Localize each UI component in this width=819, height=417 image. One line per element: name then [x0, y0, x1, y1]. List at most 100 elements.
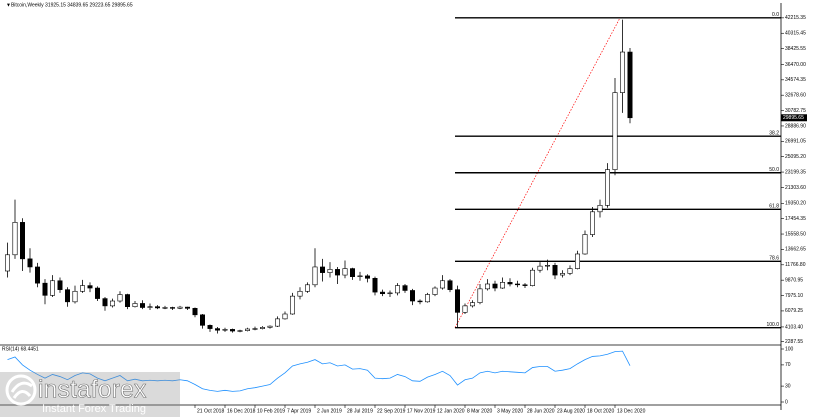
x-tick-label: 28 Jul 2019 [347, 408, 373, 414]
y-tick-label: 38425.55 [785, 46, 806, 52]
candle-body [237, 330, 243, 332]
y-tick-label: 40315.45 [785, 31, 806, 37]
candle-body [65, 289, 71, 303]
candle-body [192, 308, 198, 316]
current-price-label: 29895.65 [783, 115, 804, 121]
y-tick-label: 19350.20 [785, 201, 806, 207]
candle-body [95, 287, 101, 299]
watermark: instaforex Instant Forex Trading [0, 372, 180, 417]
watermark-tagline: Instant Forex Trading [42, 403, 146, 415]
candle-body [185, 306, 191, 309]
candle-body [259, 327, 265, 329]
candle-body [132, 303, 138, 307]
candle-body [334, 269, 340, 276]
candle-body [574, 253, 580, 269]
y-tick-label: 6079.25 [785, 308, 803, 314]
candle-body [469, 302, 475, 307]
candle-body [589, 211, 595, 235]
candle-body [125, 294, 131, 307]
marks: 42215.35 40315.45 38425.55 36470.00 34574.35… [5, 12, 807, 414]
candle-body [432, 287, 438, 295]
candle-body [102, 298, 108, 307]
x-tick-label: 17 Nov 2019 [407, 408, 436, 414]
candle-body [177, 306, 183, 309]
candle-body [612, 92, 618, 170]
candle-body [289, 295, 295, 315]
y-tick-label: 13662.65 [785, 247, 806, 253]
x-tick-label: 2 Jun 2019 [317, 408, 342, 414]
fib-level-label: 50.0 [769, 167, 779, 173]
candle-body [170, 307, 176, 309]
y-tick-label: 26991.05 [785, 139, 806, 145]
candle-body [357, 275, 363, 277]
candle-body [200, 314, 206, 326]
watermark-brand: instaforex [38, 376, 147, 404]
logo-swoosh [10, 381, 33, 399]
candle-body [80, 285, 86, 292]
fib-level-label: 61.8 [769, 204, 779, 210]
candle-body [454, 289, 460, 313]
candle-body [155, 306, 161, 309]
candle-body [544, 265, 550, 267]
candle-body [110, 300, 116, 307]
rsi-tick-label: 30 [785, 383, 791, 389]
candle-body [207, 325, 213, 329]
candle-body [529, 269, 535, 286]
fib-level-label: 0.0 [772, 12, 779, 18]
candle-body [552, 265, 558, 276]
chart-header: ▼Bitcoin,Weekly 31925.15 34839.65 29223.… [6, 2, 133, 8]
candle-body [507, 282, 513, 285]
x-tick-label: 18 Oct 2020 [587, 408, 614, 414]
candle-body [394, 285, 400, 294]
candle-body [619, 51, 625, 93]
candle-body [34, 266, 40, 284]
candle-body [230, 329, 236, 332]
candle-body [597, 205, 603, 213]
candle-body [447, 280, 453, 290]
candle-body [439, 280, 445, 289]
candle-body [222, 329, 228, 331]
y-tick-label: 2287.55 [785, 339, 803, 345]
y-tick-label: 21303.60 [785, 185, 806, 191]
rsi-line [7, 350, 631, 392]
y-tick-label: 11766.80 [785, 262, 806, 268]
y-tick-label: 36470.00 [785, 62, 806, 68]
x-tick-label: 23 Aug 2020 [557, 408, 585, 414]
candle-body [402, 285, 408, 291]
x-tick-label: 3 May 2020 [497, 408, 523, 414]
candle-body [409, 290, 415, 302]
candle-body [462, 305, 468, 313]
current-price-box [781, 114, 807, 122]
y-tick-label: 30782.75 [785, 108, 806, 114]
candle-body [140, 303, 146, 308]
candle-body [72, 290, 78, 303]
candle-body [245, 328, 251, 331]
candle-body [424, 294, 430, 303]
y-tick-label: 32678.60 [785, 93, 806, 99]
candle-body [372, 278, 378, 293]
y-tick-label: 34574.35 [785, 77, 806, 83]
rsi-title: RSI(14) 68.4451 [2, 346, 39, 352]
candle-body [567, 268, 573, 274]
y-tick-label: 17454.35 [785, 216, 806, 222]
candle-body [27, 258, 33, 268]
candle-body [349, 268, 355, 277]
y-tick-label: 7975.10 [785, 293, 803, 299]
x-tick-label: 8 Mar 2020 [467, 408, 493, 414]
y-tick-label: 28886.90 [785, 123, 806, 129]
candle-body [327, 269, 333, 273]
candle-body [492, 283, 498, 289]
candle-body [304, 284, 310, 292]
candle-body [514, 283, 520, 286]
candle-body [297, 290, 303, 297]
x-tick-label: 13 Dec 2020 [617, 408, 646, 414]
candle-body [42, 282, 48, 296]
rsi-tick-label: 100 [785, 346, 794, 352]
x-tick-label: 28 Jun 2020 [527, 408, 555, 414]
candle-body [582, 234, 588, 255]
candle-body [312, 266, 318, 286]
fib-level-label: 100.0 [766, 322, 779, 328]
candle-body [19, 222, 25, 260]
